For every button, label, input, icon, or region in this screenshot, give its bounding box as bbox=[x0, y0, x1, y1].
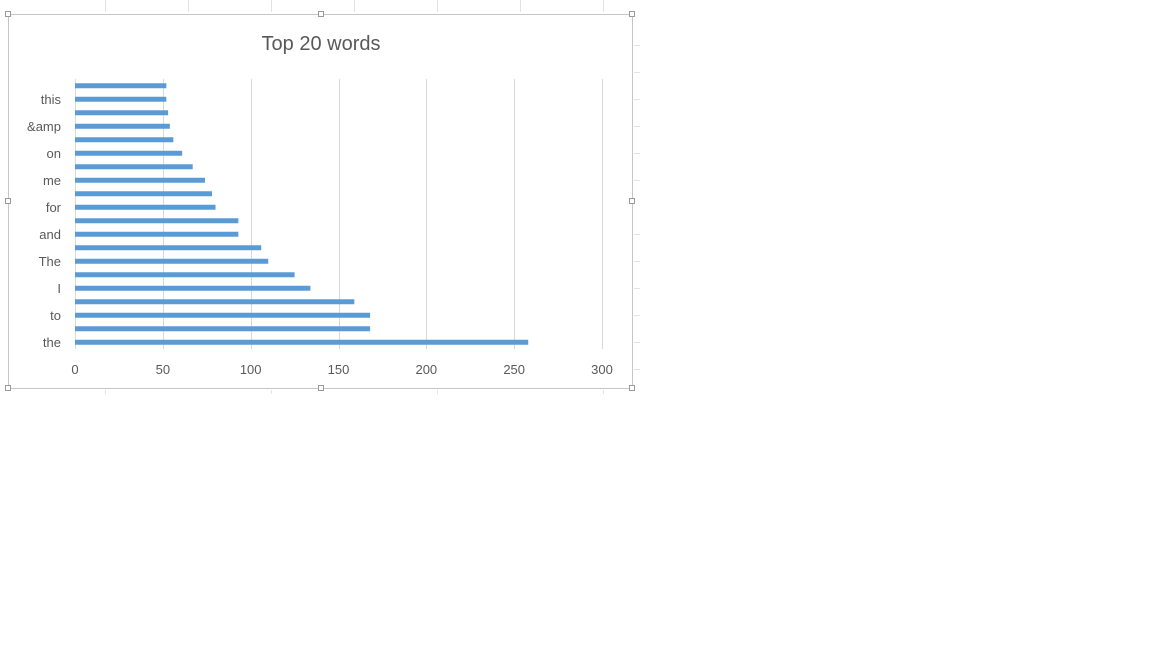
bar[interactable] bbox=[75, 110, 169, 116]
resize-handle-top-left[interactable] bbox=[5, 11, 11, 17]
sheet-gridline bbox=[634, 342, 640, 343]
y-tick-label: for bbox=[46, 200, 62, 215]
bar[interactable] bbox=[75, 312, 371, 318]
x-tick-label: 50 bbox=[156, 362, 170, 377]
bar[interactable] bbox=[75, 272, 295, 278]
y-tick-label: and bbox=[39, 227, 61, 242]
bar[interactable] bbox=[75, 339, 529, 345]
y-tick-label: I bbox=[57, 281, 61, 296]
bar[interactable] bbox=[75, 258, 269, 264]
sheet-gridline bbox=[634, 288, 640, 289]
sheet-gridline bbox=[634, 315, 640, 316]
bar[interactable] bbox=[75, 285, 311, 291]
bar[interactable] bbox=[75, 96, 167, 102]
bar[interactable] bbox=[75, 326, 371, 332]
sheet-gridline bbox=[105, 390, 106, 394]
sheet-gridline bbox=[437, 0, 438, 12]
sheet-gridline bbox=[188, 0, 189, 12]
sheet-gridline bbox=[354, 0, 355, 12]
y-tick-label: me bbox=[43, 173, 61, 188]
bar[interactable] bbox=[75, 83, 167, 89]
sheet-gridline bbox=[437, 390, 438, 394]
sheet-gridline bbox=[271, 390, 272, 394]
sheet-gridline bbox=[603, 0, 604, 12]
resize-handle-bottom-middle[interactable] bbox=[318, 385, 324, 391]
resize-handle-middle-right[interactable] bbox=[629, 198, 635, 204]
x-tick-label: 0 bbox=[71, 362, 78, 377]
sheet-gridline bbox=[105, 0, 106, 12]
y-tick-label: to bbox=[50, 308, 61, 323]
resize-handle-middle-left[interactable] bbox=[5, 198, 11, 204]
sheet-gridline bbox=[634, 261, 640, 262]
resize-handle-bottom-left[interactable] bbox=[5, 385, 11, 391]
bar[interactable] bbox=[75, 191, 213, 197]
value-axis-labels: 0 50 100 150 200 250 300 bbox=[71, 362, 612, 377]
y-tick-label: on bbox=[47, 146, 61, 161]
chart-title[interactable]: Top 20 words bbox=[262, 33, 381, 55]
sheet-gridline bbox=[634, 45, 640, 46]
bar[interactable] bbox=[75, 123, 170, 129]
sheet-gridline bbox=[520, 0, 521, 12]
y-tick-label: the bbox=[43, 335, 61, 350]
chart-object[interactable]: Top 20 words the to I The and for me on &amp this… bbox=[5, 11, 635, 391]
sheet-gridline bbox=[634, 99, 640, 100]
bars bbox=[75, 83, 529, 345]
bar[interactable] bbox=[75, 204, 216, 210]
y-tick-label: The bbox=[39, 254, 61, 269]
bar-chart[interactable]: Top 20 words the to I The and for me on&amp this… bbox=[9, 15, 632, 388]
x-tick-label: 250 bbox=[503, 362, 525, 377]
category-axis-labels: the to I The and for me on&amp this bbox=[27, 92, 62, 350]
sheet-gridline bbox=[271, 0, 272, 12]
y-tick-label: this bbox=[41, 92, 62, 107]
bar[interactable] bbox=[75, 231, 239, 237]
bar[interactable] bbox=[75, 150, 183, 156]
sheet-gridline bbox=[634, 180, 640, 181]
sheet-gridline bbox=[634, 153, 640, 154]
sheet-gridline bbox=[634, 126, 640, 127]
resize-handle-top-middle[interactable] bbox=[318, 11, 324, 17]
bar[interactable] bbox=[75, 137, 174, 143]
y-tick-label: &amp bbox=[27, 119, 61, 134]
resize-handle-top-right[interactable] bbox=[629, 11, 635, 17]
x-tick-label: 150 bbox=[328, 362, 350, 377]
sheet-gridline bbox=[634, 234, 640, 235]
bar[interactable] bbox=[75, 164, 193, 170]
sheet-gridline bbox=[634, 72, 640, 73]
bar[interactable] bbox=[75, 177, 205, 183]
x-tick-label: 200 bbox=[415, 362, 437, 377]
bar[interactable] bbox=[75, 299, 355, 305]
sheet-gridline bbox=[634, 369, 640, 370]
bar[interactable] bbox=[75, 245, 262, 251]
gridlines bbox=[75, 79, 603, 349]
resize-handle-bottom-right[interactable] bbox=[629, 385, 635, 391]
x-tick-label: 100 bbox=[240, 362, 262, 377]
x-tick-label: 300 bbox=[591, 362, 613, 377]
bar[interactable] bbox=[75, 218, 239, 224]
sheet-gridline bbox=[603, 390, 604, 394]
